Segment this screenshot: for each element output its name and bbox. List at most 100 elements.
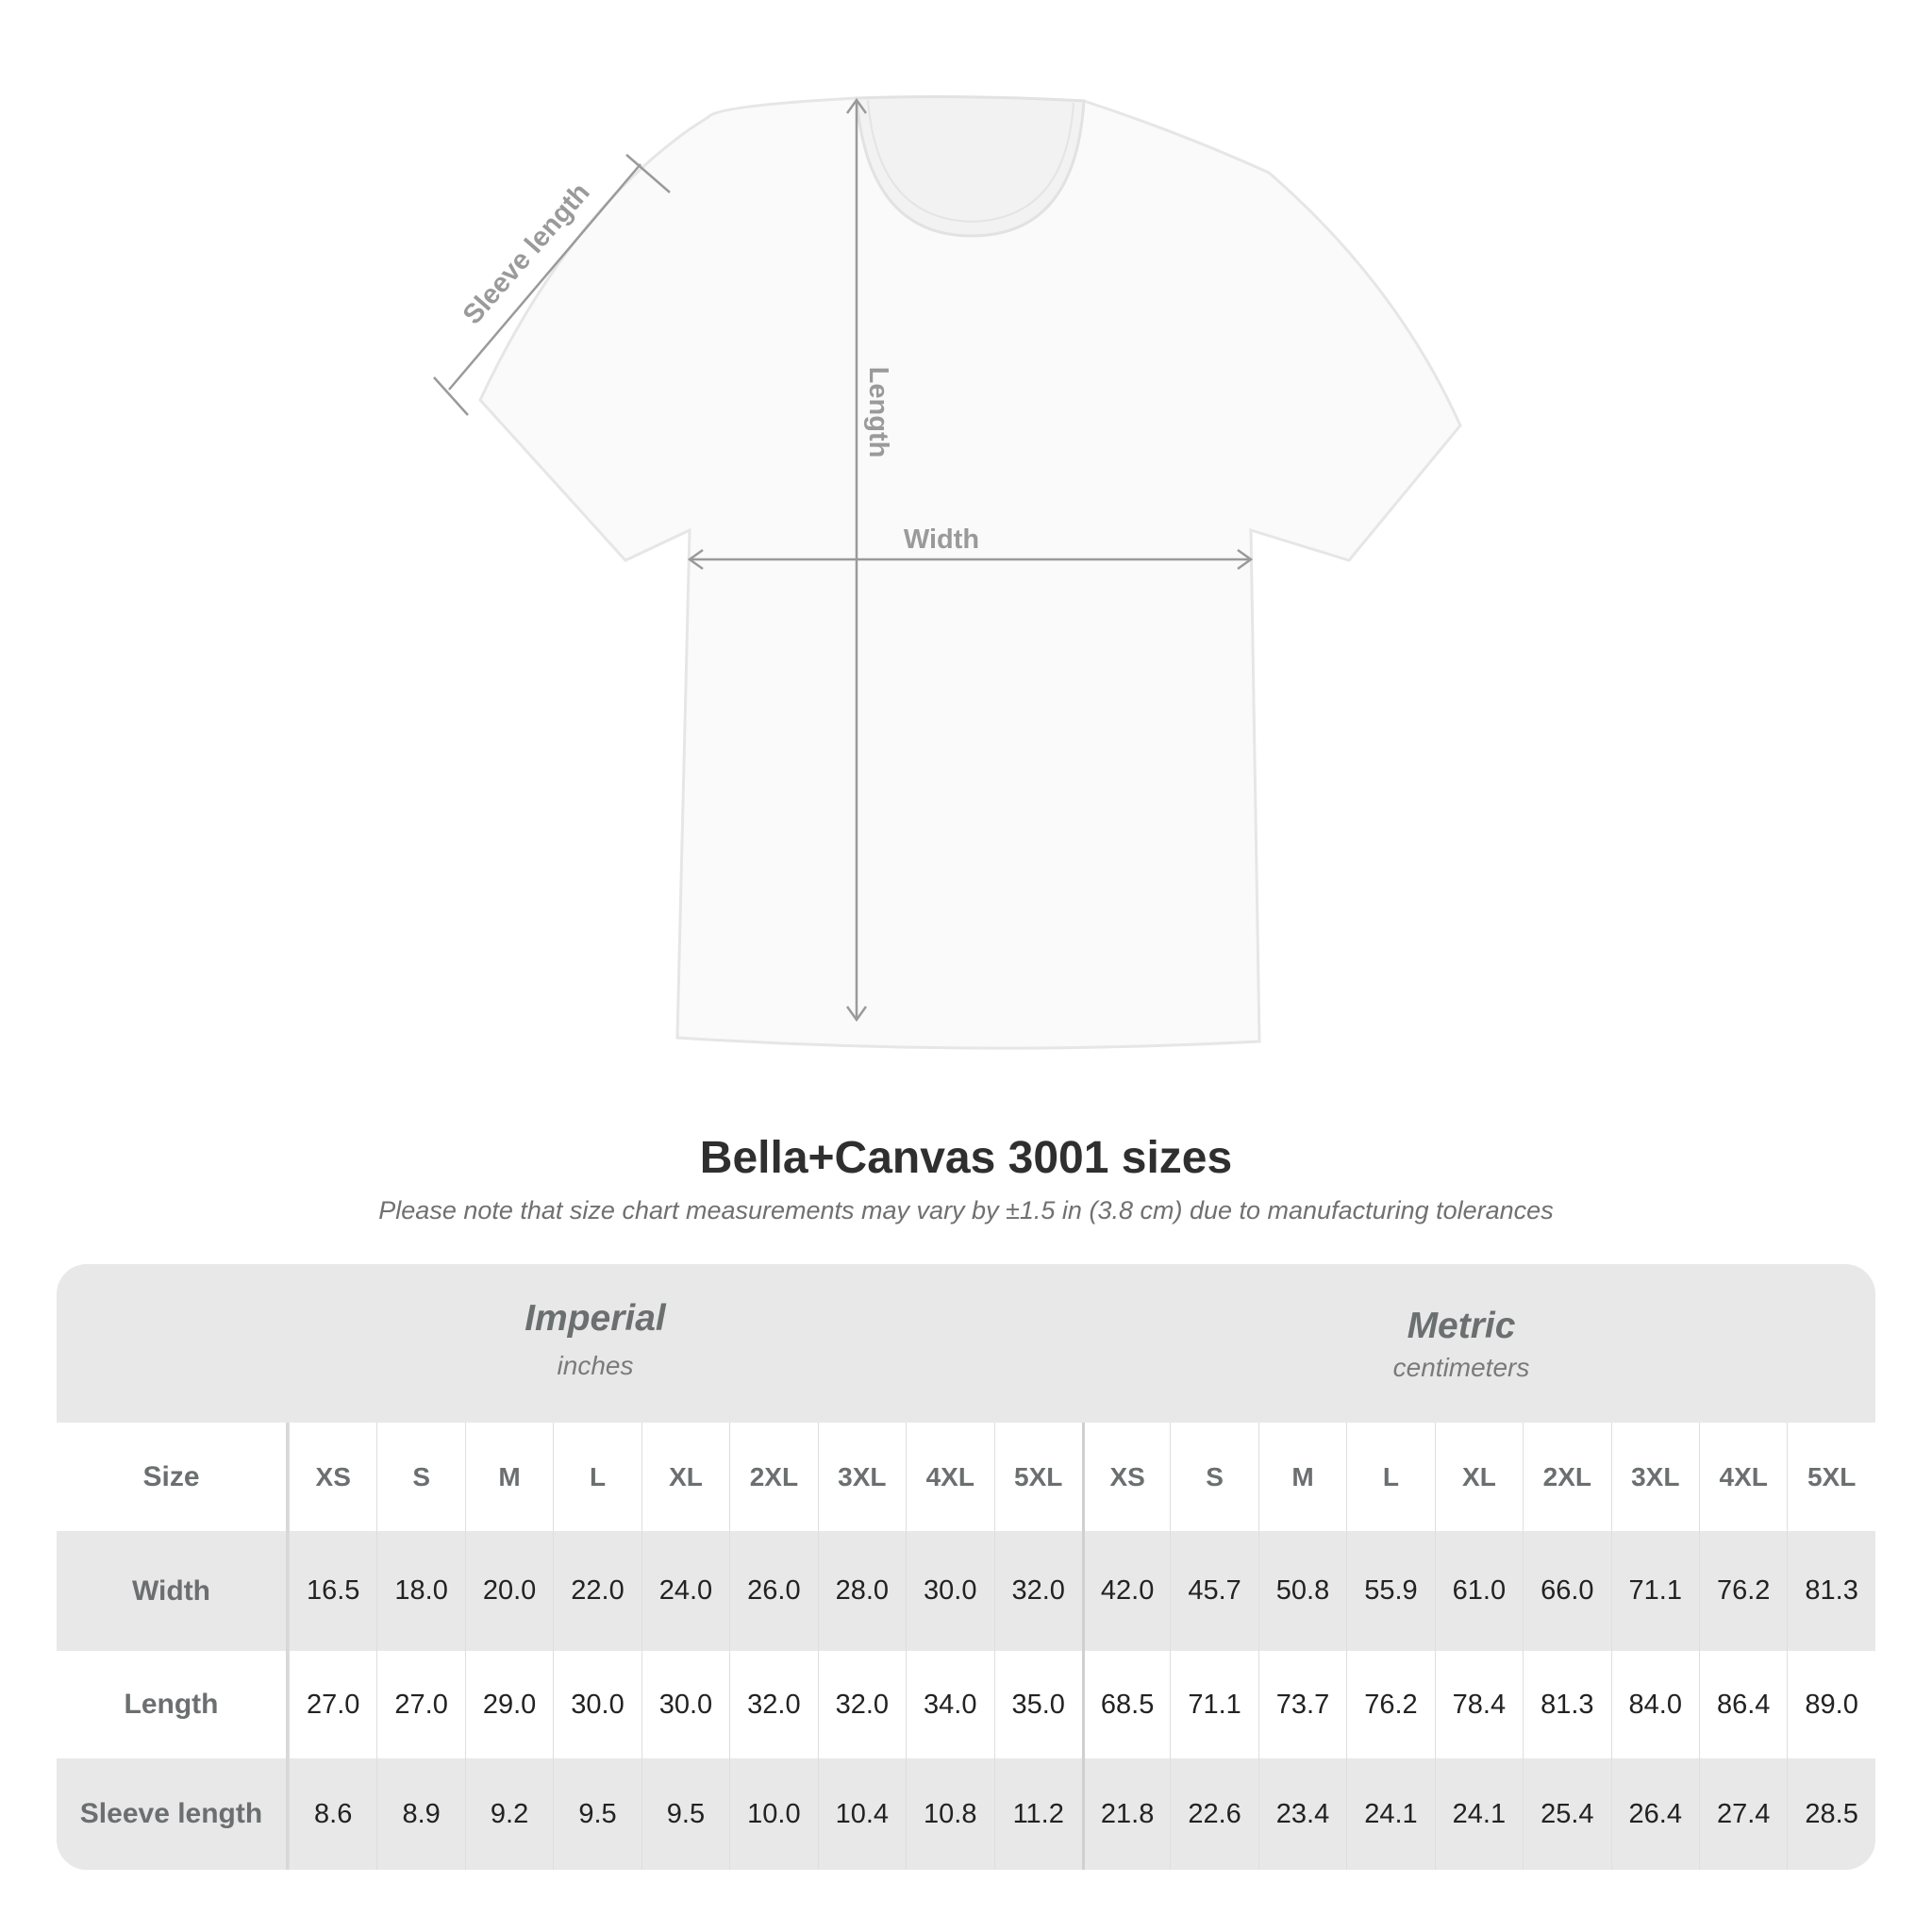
imperial-value-cell: 32.0 <box>817 1651 906 1758</box>
metric-value-cell: 24.1 <box>1434 1758 1523 1870</box>
metric-value-cell: 76.2 <box>1346 1651 1434 1758</box>
metric-value-cell: 78.4 <box>1434 1651 1523 1758</box>
row-label: Sleeve length <box>57 1758 289 1870</box>
row-label: Size <box>57 1423 289 1531</box>
imperial-value-cell: 28.0 <box>817 1531 906 1651</box>
imperial-value-cell: 27.0 <box>376 1651 464 1758</box>
size-header-metric: 4XL <box>1699 1423 1787 1531</box>
size-header-imperial: S <box>376 1423 464 1531</box>
width-label: Width <box>904 525 979 555</box>
size-header-imperial: 3XL <box>817 1423 906 1531</box>
imperial-value-cell: 27.0 <box>289 1651 376 1758</box>
metric-value-cell: 24.1 <box>1346 1758 1434 1870</box>
size-header-imperial: L <box>553 1423 641 1531</box>
length-label: Length <box>863 367 893 458</box>
imperial-header: Imperial inches <box>265 1264 925 1381</box>
metric-value-cell: 61.0 <box>1434 1531 1523 1651</box>
metric-value-cell: 76.2 <box>1699 1531 1787 1651</box>
metric-value-cell: 22.6 <box>1170 1758 1257 1870</box>
width-arrowhead-right <box>1237 548 1254 571</box>
imperial-value-cell: 10.4 <box>817 1758 906 1870</box>
size-header-metric: S <box>1170 1423 1257 1531</box>
imperial-unit: inches <box>557 1351 634 1380</box>
table-row: Sleeve length 8.6 8.9 9.2 9.5 9.5 10.0 10.4 10.8… <box>57 1758 1875 1870</box>
length-arrowhead-bottom <box>845 1006 868 1023</box>
tshirt-diagram: Width Length Sleeve length <box>433 95 1462 1050</box>
table-row: Width 16.5 18.0 20.0 22.0 24.0 26.0 28.0 30.0 32.… <box>57 1531 1875 1651</box>
page-title: Bella+Canvas 3001 sizes <box>699 1133 1233 1183</box>
imperial-value-cell: 20.0 <box>464 1531 553 1651</box>
metric-unit: centimeters <box>1392 1353 1530 1382</box>
imperial-value-cell: 9.2 <box>464 1758 553 1870</box>
imperial-value-cell: 30.0 <box>906 1531 993 1651</box>
length-arrowhead-top <box>845 97 868 114</box>
sleeve-arrow <box>448 163 641 391</box>
size-header-row: Size XS S M L XL 2XL 3XL 4XL 5XL XS S M L XL 2XL 3XL 4XL 5… <box>57 1423 1875 1531</box>
collar <box>855 95 1086 238</box>
metric-value-cell: 81.3 <box>1523 1651 1610 1758</box>
imperial-value-cell: 9.5 <box>641 1758 729 1870</box>
imperial-value-cell: 8.6 <box>289 1758 376 1870</box>
metric-value-cell: 27.4 <box>1699 1758 1787 1870</box>
imperial-title: Imperial <box>525 1298 666 1339</box>
table-row: Length 27.0 27.0 29.0 30.0 30.0 32.0 32.0 34.0 35… <box>57 1651 1875 1758</box>
size-header-metric: 5XL <box>1787 1423 1874 1531</box>
metric-title: Metric <box>1407 1306 1516 1346</box>
size-header-metric: 2XL <box>1523 1423 1610 1531</box>
metric-value-cell: 84.0 <box>1610 1651 1699 1758</box>
imperial-value-cell: 16.5 <box>289 1531 376 1651</box>
metric-value-cell: 73.7 <box>1257 1651 1346 1758</box>
sleeve-end-bar <box>433 376 469 416</box>
metric-value-cell: 86.4 <box>1699 1651 1787 1758</box>
metric-value-cell: 42.0 <box>1081 1531 1170 1651</box>
metric-value-cell: 71.1 <box>1170 1651 1257 1758</box>
imperial-value-cell: 10.8 <box>906 1758 993 1870</box>
imperial-value-cell: 34.0 <box>906 1651 993 1758</box>
metric-header: Metric centimeters <box>1131 1264 1791 1383</box>
metric-value-cell: 23.4 <box>1257 1758 1346 1870</box>
size-header-metric: XL <box>1434 1423 1523 1531</box>
metric-value-cell: 66.0 <box>1523 1531 1610 1651</box>
metric-value-cell: 71.1 <box>1610 1531 1699 1651</box>
tshirt-image <box>478 95 1462 1050</box>
imperial-value-cell: 35.0 <box>993 1651 1082 1758</box>
imperial-value-cell: 32.0 <box>993 1531 1082 1651</box>
metric-value-cell: 81.3 <box>1787 1531 1874 1651</box>
metric-value-cell: 50.8 <box>1257 1531 1346 1651</box>
imperial-value-cell: 29.0 <box>464 1651 553 1758</box>
metric-value-cell: 21.8 <box>1081 1758 1170 1870</box>
imperial-value-cell: 22.0 <box>553 1531 641 1651</box>
width-arrowhead-left <box>687 548 704 571</box>
row-label: Length <box>57 1651 289 1758</box>
size-header-metric: XS <box>1081 1423 1170 1531</box>
size-table: Imperial inches Metric centimeters Size X… <box>57 1264 1875 1870</box>
imperial-value-cell: 24.0 <box>641 1531 729 1651</box>
metric-value-cell: 89.0 <box>1787 1651 1874 1758</box>
collar-inner <box>867 99 1074 224</box>
tolerance-note: Please note that size chart measurements… <box>378 1196 1554 1224</box>
imperial-value-cell: 10.0 <box>729 1758 817 1870</box>
size-header-metric: 3XL <box>1610 1423 1699 1531</box>
size-header-metric: M <box>1257 1423 1346 1531</box>
imperial-value-cell: 11.2 <box>993 1758 1082 1870</box>
imperial-value-cell: 18.0 <box>376 1531 464 1651</box>
size-header-imperial: XL <box>641 1423 729 1531</box>
size-header-imperial: 4XL <box>906 1423 993 1531</box>
size-header-imperial: M <box>464 1423 553 1531</box>
sleeve-end-bar <box>625 154 671 193</box>
metric-value-cell: 26.4 <box>1610 1758 1699 1870</box>
imperial-value-cell: 9.5 <box>553 1758 641 1870</box>
imperial-value-cell: 26.0 <box>729 1531 817 1651</box>
size-header-imperial: 5XL <box>993 1423 1082 1531</box>
imperial-value-cell: 8.9 <box>376 1758 464 1870</box>
imperial-value-cell: 32.0 <box>729 1651 817 1758</box>
size-header-imperial: 2XL <box>729 1423 817 1531</box>
metric-value-cell: 68.5 <box>1081 1651 1170 1758</box>
size-header-imperial: XS <box>289 1423 376 1531</box>
metric-value-cell: 55.9 <box>1346 1531 1434 1651</box>
metric-value-cell: 45.7 <box>1170 1531 1257 1651</box>
imperial-value-cell: 30.0 <box>641 1651 729 1758</box>
metric-value-cell: 25.4 <box>1523 1758 1610 1870</box>
imperial-value-cell: 30.0 <box>553 1651 641 1758</box>
metric-value-cell: 28.5 <box>1787 1758 1874 1870</box>
